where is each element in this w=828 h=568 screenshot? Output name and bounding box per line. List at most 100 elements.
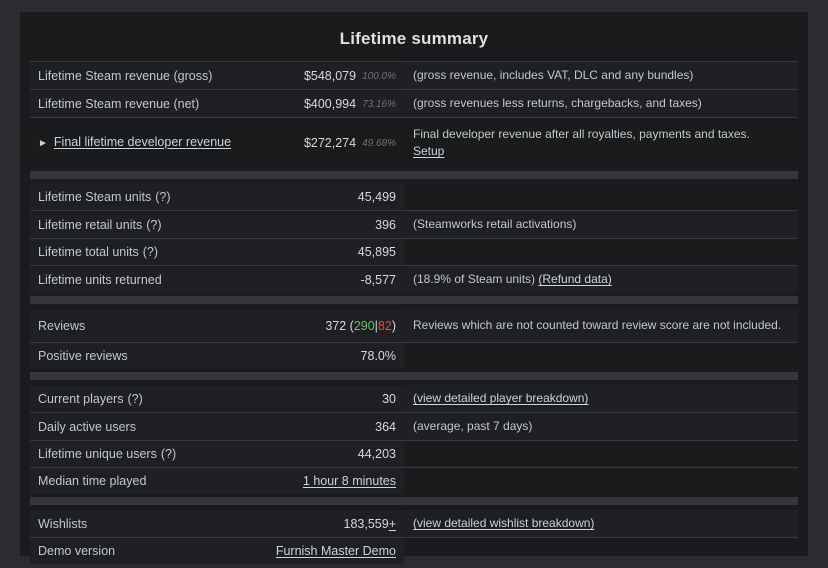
row-value: -8,577 [274,266,404,293]
table-row: Lifetime unique users (?) 44,203 [30,440,798,467]
table-row: Wishlists 183,559 + (view detailed wishlis… [30,510,798,537]
row-note [404,468,798,494]
text-segment: Final developer revenue after all royalt… [413,127,750,141]
wishlist-breakdown-link[interactable]: (view detailed wishlist breakdown) [413,516,595,530]
row-note: (Steamworks retail activations) [404,211,798,238]
row-label: Demo version [30,538,274,564]
text-segment: 30 [382,391,396,406]
row-label: Lifetime Steam revenue (net) [30,90,274,117]
text-segment: $548,079 [303,68,357,83]
help-icon[interactable]: (?) [142,245,159,259]
section-divider [30,171,798,179]
row-value: 396 [274,211,404,238]
row-label-text: Median time played [38,474,147,488]
row-label-text: Demo version [38,544,116,558]
text-segment: 45,895 [357,245,396,259]
text-segment: $400,994 [303,96,357,111]
row-label-text: Lifetime total units [38,245,139,259]
text-segment: 372 ( [325,318,354,333]
row-value: 364 [274,413,404,440]
table-row: Daily active users 364 (average, past 7 da… [30,412,798,440]
row-value: 372 (290 | 82) [274,309,404,342]
setup-link[interactable]: Setup [413,144,445,158]
text-segment: (18.9% of Steam units) [413,272,539,286]
refund-data-link[interactable]: (Refund data) [538,272,612,286]
text-segment: | [374,318,378,333]
table-row: Lifetime Steam units (?) 45,499 [30,184,798,210]
row-value: 45,499 [274,184,404,210]
text-segment: (average, past 7 days) [413,419,533,433]
table-row: Positive reviews 78.0% [30,342,798,369]
row-value: 30 [274,385,404,412]
row-value: 183,559 + [274,510,404,537]
table-row: Current players (?) 30 (view detailed playe… [30,385,798,412]
row-label-text: Wishlists [38,516,88,531]
row-value: Furnish Master Demo [274,538,404,564]
row-value: 45,895 [274,239,404,265]
percent-of-gross: 100.0% [362,70,396,82]
text-segment: -8,577 [360,272,396,287]
row-label: ► Final lifetime developer revenue [30,126,274,160]
text-segment: (gross revenue, includes VAT, DLC and an… [413,68,694,82]
row-label: Reviews [30,309,274,342]
row-note: (gross revenue, includes VAT, DLC and an… [404,62,798,89]
expand-triangle-icon: ► [38,138,48,149]
row-value: $272,274 49.68% [274,127,404,159]
help-icon[interactable]: (?) [127,391,143,406]
text-segment: $272,274 [303,136,357,150]
row-label: Lifetime unique users (?) [30,441,274,467]
row-label: Median time played [30,468,274,494]
row-label: Lifetime total units (?) [30,239,274,265]
table-row: Lifetime retail units (?) 396 (Steamworks r… [30,210,798,238]
summary-table: Lifetime Steam revenue (gross) $548,079 10… [30,61,798,564]
row-note: (18.9% of Steam units) (Refund data) [404,266,798,293]
row-label: Lifetime units returned [30,266,274,293]
positive-review-count: 290 [353,318,375,333]
row-note [404,184,798,210]
final-developer-revenue-link[interactable]: ► Final lifetime developer revenue [38,134,231,152]
row-value: $400,994 73.16% [274,90,404,117]
demo-version-link[interactable]: Furnish Master Demo [275,544,396,558]
percent-of-gross: 49.68% [362,138,396,149]
row-note [404,239,798,265]
table-row: Lifetime Steam revenue (net) $400,994 73.1… [30,89,798,117]
table-row: Reviews 372 (290 | 82) Reviews which are n… [30,309,798,342]
row-label: Lifetime Steam revenue (gross) [30,62,274,89]
text-segment: Reviews which are not counted toward rev… [413,318,782,332]
section-divider [30,296,798,304]
table-row: Lifetime Steam revenue (gross) $548,079 10… [30,61,798,89]
row-label: Lifetime retail units (?) [30,211,274,238]
help-icon[interactable]: (?) [155,190,171,204]
row-note: (average, past 7 days) [404,413,798,440]
row-label-text: Reviews [38,318,86,333]
text-segment: 78.0% [360,349,396,363]
help-icon[interactable]: (?) [160,447,177,461]
row-note [404,538,798,564]
text-segment: 364 [375,419,396,434]
table-row: Demo version Furnish Master Demo [30,537,798,564]
row-label-text: Lifetime unique users [38,447,157,461]
row-label-text: Lifetime Steam revenue (gross) [38,68,213,83]
table-row: ► Final lifetime developer revenue $272,27… [30,117,798,168]
row-label-text: Lifetime units returned [38,272,162,287]
text-segment: 396 [375,217,396,232]
help-icon[interactable]: (?) [146,217,162,232]
row-label: Current players (?) [30,385,274,412]
player-breakdown-link[interactable]: (view detailed player breakdown) [413,391,589,405]
row-label-text: Daily active users [38,419,136,434]
table-row: Lifetime total units (?) 45,895 [30,238,798,265]
row-note: (gross revenues less returns, chargeback… [404,90,798,117]
median-time-played-link[interactable]: 1 hour 8 minutes [302,474,396,488]
row-label-text: Lifetime Steam units [38,190,152,204]
text-segment: 44,203 [357,447,396,461]
text-segment: (Steamworks retail activations) [413,217,577,231]
negative-review-count: 82 [377,318,392,333]
text-segment: 183,559 [343,516,389,531]
row-label-text: Lifetime Steam revenue (net) [38,96,200,111]
wishlist-plus-link[interactable]: + [388,516,396,531]
row-value: $548,079 100.0% [274,62,404,89]
row-note: Final developer revenue after all royalt… [404,118,798,168]
row-note: (view detailed wishlist breakdown) [404,510,798,537]
text-segment: (gross revenues less returns, chargeback… [413,96,702,110]
lifetime-summary-panel: Lifetime summary Lifetime Steam revenue … [20,12,808,564]
